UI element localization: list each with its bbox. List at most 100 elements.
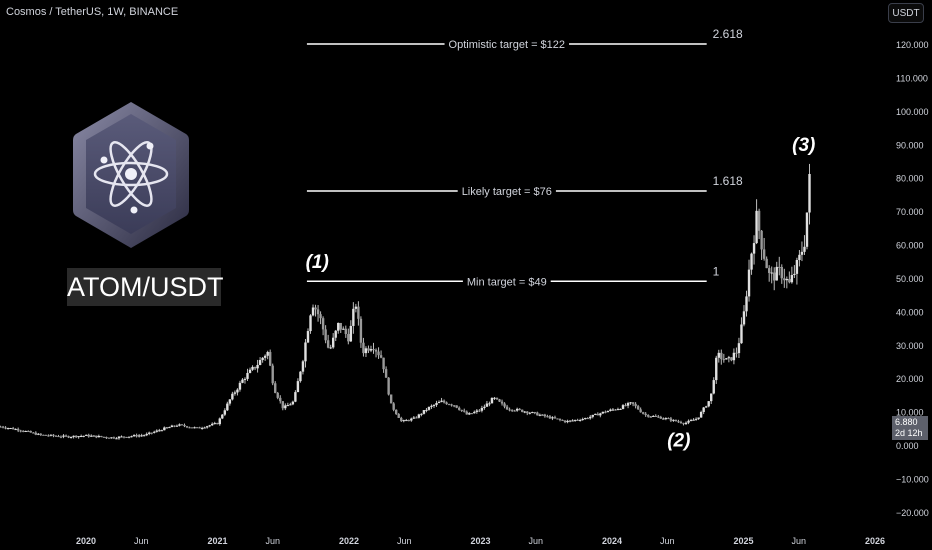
candle-body [158,430,161,432]
candle-body [253,366,257,369]
price-tick-label: 0.000 [896,441,919,451]
candle-body [689,420,693,422]
candle-body [299,371,302,382]
candle-body [155,430,158,432]
candle-body [100,435,103,437]
candle-body [485,403,489,407]
candle-body [526,411,529,414]
candle-body [67,436,70,438]
candle-body [725,358,728,360]
candle-body [77,436,80,438]
candle-body [324,329,327,341]
candle-body [291,401,295,405]
candle-body [450,404,453,406]
wave-label: (1) [306,252,329,273]
candle-body [52,434,55,436]
price-tick-label: −10.000 [896,474,929,484]
candle-body [410,418,413,421]
candle-body [170,425,174,428]
candle-body [193,427,196,429]
candle-body [258,360,262,365]
candle-body [92,435,95,437]
candle-series [0,163,811,440]
candle-body [533,412,537,414]
candle-body [95,435,98,438]
candle-body [521,409,524,412]
currency-button[interactable]: USDT [888,3,924,23]
candle-body [246,372,249,379]
candle-body [238,382,242,390]
candle-body [112,437,116,439]
candle-body [604,411,607,413]
candle-body [538,414,542,416]
candle-body [780,266,783,279]
candle-body [752,243,756,254]
candle-body [435,403,438,405]
candle-body [546,416,549,418]
candle-body [372,349,375,351]
candle-body [508,409,511,411]
candle-body [770,272,773,274]
candle-body [407,420,410,422]
candle-body [334,330,337,338]
candle-body [730,357,733,361]
candle-body [223,410,227,415]
candle-body [279,397,282,402]
candle-body [304,342,307,362]
candle-body [11,428,15,430]
candle-body [687,420,690,423]
candle-body [175,425,179,427]
candle-body [510,409,514,411]
candle-body [563,420,567,423]
candle-body [541,414,544,416]
candle-body [120,436,123,438]
price-tick-label: 20.000 [896,374,924,384]
candle-body [337,322,340,331]
candle-body [657,416,660,418]
candle-body [586,418,589,420]
candle-body [314,307,317,310]
wave-label: (2) [667,431,690,452]
candle-body [750,253,753,270]
candle-body [296,381,300,393]
candle-body [649,416,652,418]
fib-label-background [462,275,551,290]
candle-body [505,406,509,410]
candle-body [306,331,310,343]
candle-body [430,405,433,407]
candle-body [417,414,421,418]
candle-body [442,400,446,403]
candle-body [684,422,688,425]
candle-body [16,429,20,431]
candle-body [483,406,486,408]
candle-body [495,397,499,400]
candle-body [452,405,456,407]
candle-body [478,410,481,412]
candle-body [142,435,146,437]
candle-body [432,404,436,406]
candle-body [316,309,320,315]
candle-body [735,352,738,354]
time-tick-label: Jun [397,536,412,546]
candle-body [800,251,804,255]
candle-body [412,417,416,419]
candle-body [64,435,68,437]
time-tick-label: 2025 [733,536,753,546]
candle-body [263,355,267,358]
logo-caption: ATOM/USDT [67,268,224,306]
fib-label-background [444,38,570,52]
candle-body [490,397,494,404]
candle-body [125,436,128,438]
candle-body [422,410,426,414]
candle-body [473,411,476,414]
candle-body [470,413,474,415]
candle-body [641,412,645,414]
candle-body [228,399,232,404]
candle-body [165,427,169,429]
candle-body [543,414,547,417]
candle-body [707,401,710,407]
candle-body [289,404,292,406]
candle-body [692,419,695,421]
candle-body [647,415,650,417]
